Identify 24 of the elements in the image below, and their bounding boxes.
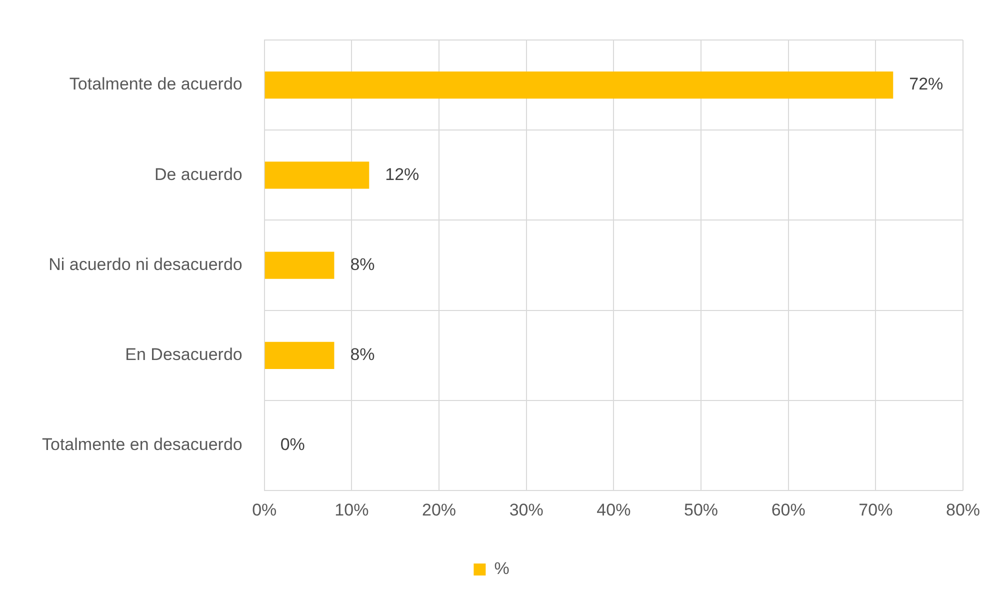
x-tick-label: 40% bbox=[596, 500, 631, 520]
legend-label: % bbox=[494, 559, 510, 578]
y-tick-label: Ni acuerdo ni desacuerdo bbox=[48, 254, 242, 274]
x-tick-label: 30% bbox=[509, 500, 544, 520]
data-label: 8% bbox=[350, 345, 375, 364]
x-tick-label: 70% bbox=[858, 500, 893, 520]
y-tick-label: Totalmente en desacuerdo bbox=[42, 435, 242, 454]
x-tick-label: 50% bbox=[684, 500, 718, 520]
y-tick-label: De acuerdo bbox=[154, 164, 242, 184]
x-tick-label: 20% bbox=[422, 500, 456, 520]
y-tick-label: Totalmente de acuerdo bbox=[69, 74, 242, 94]
x-tick-label: 10% bbox=[334, 500, 369, 520]
bar bbox=[264, 72, 894, 99]
data-label: 8% bbox=[350, 254, 375, 274]
data-label: 12% bbox=[385, 164, 420, 184]
bar bbox=[264, 342, 334, 369]
bar bbox=[264, 162, 370, 189]
x-tick-label: 80% bbox=[946, 500, 980, 520]
y-tick-label: En Desacuerdo bbox=[125, 345, 242, 364]
data-label: 0% bbox=[280, 435, 305, 454]
bar bbox=[264, 252, 334, 279]
data-label: 72% bbox=[909, 74, 944, 94]
x-tick-label: 0% bbox=[252, 500, 277, 520]
x-tick-label: 60% bbox=[771, 500, 806, 520]
